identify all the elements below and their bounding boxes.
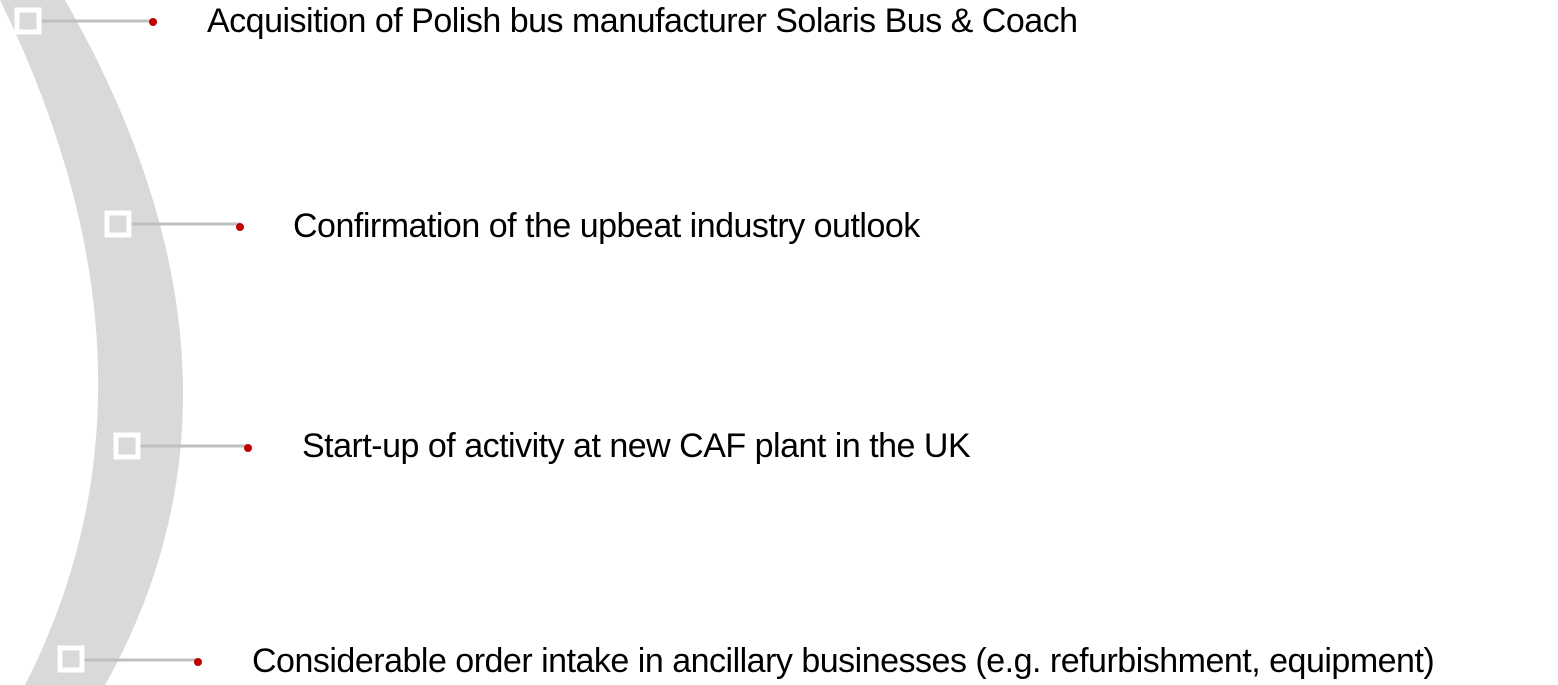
bullet <box>244 444 252 452</box>
marker <box>113 432 141 460</box>
item-text: Confirmation of the upbeat industry outl… <box>293 207 921 245</box>
item-text: Start-up of activity at new CAF plant in… <box>302 427 971 465</box>
item: Considerable order intake in ancillary b… <box>57 642 1435 680</box>
item-text: Considerable order intake in ancillary b… <box>252 642 1434 680</box>
marker <box>14 7 42 35</box>
item: Acquisition of Polish bus manufacturer S… <box>14 2 1078 40</box>
bullet <box>236 223 244 231</box>
marker <box>104 210 132 238</box>
bullet <box>194 658 202 666</box>
marker <box>57 645 85 673</box>
bullet <box>149 18 157 26</box>
arc-band <box>0 0 183 685</box>
item-text: Acquisition of Polish bus manufacturer S… <box>207 2 1078 40</box>
item: Start-up of activity at new CAF plant in… <box>113 427 971 465</box>
item: Confirmation of the upbeat industry outl… <box>104 207 922 245</box>
